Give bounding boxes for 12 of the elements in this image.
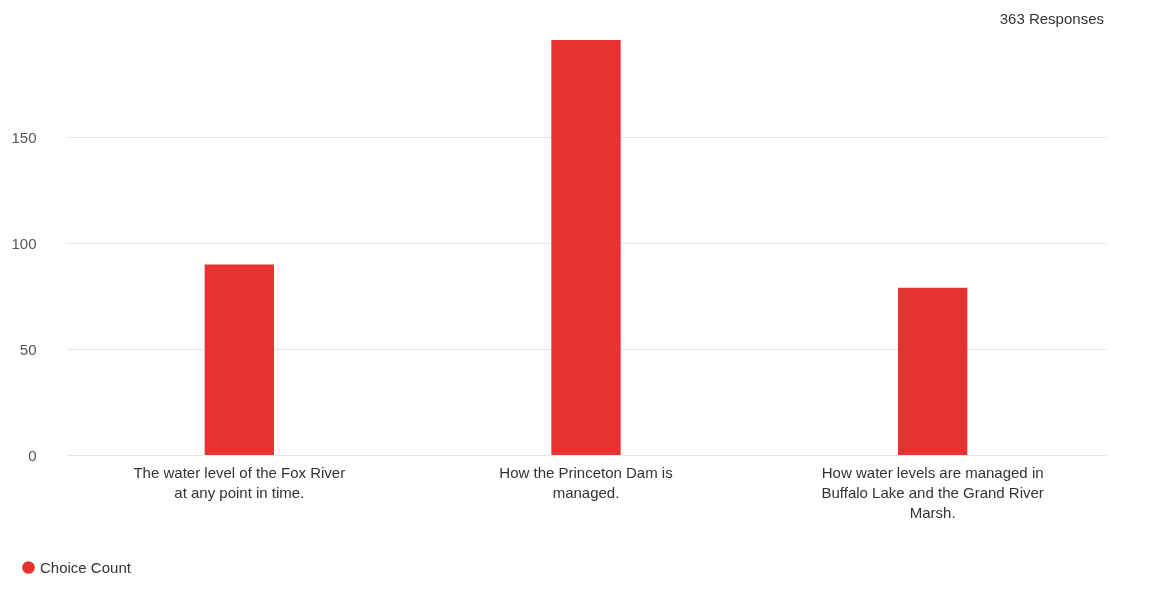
bar: [551, 40, 621, 455]
x-tick-label: How water levels are managed in Buffalo Lake and the Grand River Marsh.: [821, 463, 1044, 521]
legend-label: Choice Count: [40, 558, 132, 576]
y-tick-label: 150: [11, 128, 37, 146]
y-tick-label: 100: [11, 234, 37, 252]
text: 363 Responses: [999, 10, 1104, 27]
y-tick-label: 50: [19, 340, 37, 358]
bar: [898, 287, 968, 455]
x-tick-label: How the Princeton Dam is managed.: [499, 463, 673, 501]
bar: [204, 264, 274, 455]
x-tick-label: The water level of the Fox River at any point in time.: [133, 463, 346, 501]
y-tick-label: 0: [28, 446, 37, 464]
